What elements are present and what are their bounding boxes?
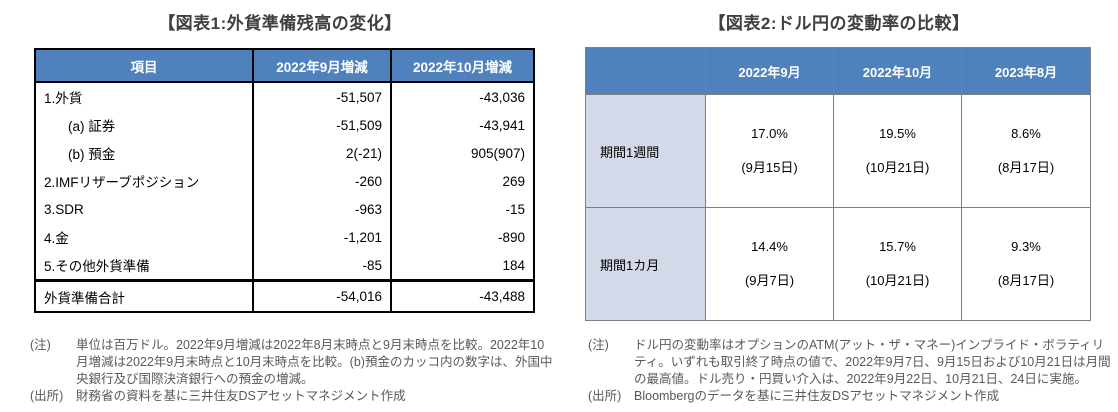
column-header-item: 項目 — [34, 48, 254, 83]
volatility-date: (8月17日) — [997, 160, 1055, 175]
item-label: 3.SDR — [34, 195, 254, 223]
table-row: 3.SDR -963 -15 — [34, 195, 535, 223]
note-label: (注) — [30, 338, 51, 352]
figure1-header-row: 項目 2022年9月増減 2022年10月増減 — [34, 48, 535, 83]
volatility-value: 14.4% — [751, 239, 788, 254]
item-label: 2.IMFリザーブポジション — [34, 167, 254, 195]
sep-value: 2(-21) — [252, 139, 392, 167]
volatility-cell: 15.7% (10月21日) — [833, 207, 962, 321]
sep-value: -85 — [252, 251, 392, 281]
item-label: 4.金 — [34, 223, 254, 251]
sep-value: -51,509 — [252, 111, 392, 139]
oct-value: 184 — [390, 251, 535, 281]
volatility-value: 8.6% — [1011, 126, 1041, 141]
oct-value: 905(907) — [390, 139, 535, 167]
volatility-cell: 14.4% (9月7日) — [705, 207, 834, 321]
source-text: 財務省の資料を基に三井住友DSアセットマネジメント作成 — [76, 389, 406, 403]
item-label: 1.外貨 — [34, 82, 254, 111]
volatility-value: 15.7% — [879, 239, 916, 254]
note-text: ドル円の変動率はオプションのATM(アット・ザ・マネー)インプライド・ボラティリ… — [634, 338, 1111, 386]
figure1-table: 項目 2022年9月増減 2022年10月増減 1.外貨 -51,507 -43… — [34, 48, 535, 313]
period-label: 期間1カ月 — [585, 207, 706, 321]
oct-value: -43,941 — [390, 111, 535, 139]
table-row: (a) 証券 -51,509 -43,941 — [34, 111, 535, 139]
volatility-date: (9月7日) — [744, 273, 795, 288]
figure1-notes: (注) 単位は百万ドル。2022年9月増減は2022年8月末時点と9月末時点を比… — [30, 337, 553, 405]
total-sep-value: -54,016 — [252, 279, 392, 312]
volatility-date: (9月15日) — [741, 160, 798, 175]
table-row: 2.IMFリザーブポジション -260 269 — [34, 167, 535, 195]
column-header-blank — [585, 47, 706, 95]
item-label: (a) 証券 — [34, 111, 254, 139]
source-row: (出所) 財務省の資料を基に三井住友DSアセットマネジメント作成 — [30, 388, 553, 405]
oct-value: -890 — [390, 223, 535, 251]
volatility-cell: 17.0% (9月15日) — [705, 94, 834, 208]
table-row: 期間1週間 17.0% (9月15日) 19.5% (10月21日) 8.6% … — [585, 94, 1091, 208]
figure2-title: 【図表2:ドル円の変動率の比較】 — [708, 14, 970, 33]
source-row: (出所) Bloombergのデータを基に三井住友DSアセットマネジメント作成 — [588, 388, 1115, 405]
figure2-notes: (注) ドル円の変動率はオプションのATM(アット・ザ・マネー)インプライド・ボ… — [588, 337, 1115, 405]
table-row: 5.その他外貨準備 -85 184 — [34, 251, 535, 281]
figure2-table: 2022年9月 2022年10月 2023年8月 期間1週間 17.0% (9月… — [585, 47, 1091, 321]
note-text: 単位は百万ドル。2022年9月増減は2022年8月末時点と9月末時点を比較。20… — [76, 338, 553, 386]
item-label: 5.その他外貨準備 — [34, 251, 254, 281]
source-label: (出所) — [30, 389, 64, 403]
volatility-cell: 8.6% (8月17日) — [961, 94, 1091, 208]
source-label: (出所) — [588, 389, 622, 403]
total-oct-value: -43,488 — [390, 279, 535, 312]
column-header-sep-change: 2022年9月増減 — [252, 48, 392, 83]
column-header-2022-09: 2022年9月 — [705, 47, 834, 95]
oct-value: -15 — [390, 195, 535, 223]
volatility-value: 9.3% — [1011, 239, 1041, 254]
item-label: (b) 預金 — [34, 139, 254, 167]
period-label: 期間1週間 — [585, 94, 706, 208]
table-row: 4.金 -1,201 -890 — [34, 223, 535, 251]
figure2-header-row: 2022年9月 2022年10月 2023年8月 — [585, 47, 1091, 95]
sep-value: -1,201 — [252, 223, 392, 251]
volatility-date: (10月21日) — [865, 273, 930, 288]
sep-value: -51,507 — [252, 82, 392, 111]
note-label: (注) — [588, 338, 609, 352]
total-row: 外貨準備合計 -54,016 -43,488 — [34, 279, 535, 312]
source-text: Bloombergのデータを基に三井住友DSアセットマネジメント作成 — [634, 389, 1000, 403]
oct-value: -43,036 — [390, 82, 535, 111]
volatility-cell: 19.5% (10月21日) — [833, 94, 962, 208]
column-header-2022-10: 2022年10月 — [833, 47, 962, 95]
note-row: (注) 単位は百万ドル。2022年9月増減は2022年8月末時点と9月末時点を比… — [30, 337, 553, 388]
sep-value: -260 — [252, 167, 392, 195]
volatility-value: 19.5% — [879, 126, 916, 141]
volatility-value: 17.0% — [751, 126, 788, 141]
column-header-2023-08: 2023年8月 — [961, 47, 1091, 95]
oct-value: 269 — [390, 167, 535, 195]
sep-value: -963 — [252, 195, 392, 223]
table-row: (b) 預金 2(-21) 905(907) — [34, 139, 535, 167]
volatility-date: (8月17日) — [997, 273, 1055, 288]
table-row: 1.外貨 -51,507 -43,036 — [34, 82, 535, 111]
total-label: 外貨準備合計 — [34, 279, 254, 312]
volatility-cell: 9.3% (8月17日) — [961, 207, 1091, 321]
figure1-title: 【図表1:外貨準備残高の変化】 — [158, 14, 402, 33]
column-header-oct-change: 2022年10月増減 — [390, 48, 535, 83]
volatility-date: (10月21日) — [865, 160, 930, 175]
note-row: (注) ドル円の変動率はオプションのATM(アット・ザ・マネー)インプライド・ボ… — [588, 337, 1115, 388]
table-row: 期間1カ月 14.4% (9月7日) 15.7% (10月21日) 9.3% (… — [585, 207, 1091, 321]
